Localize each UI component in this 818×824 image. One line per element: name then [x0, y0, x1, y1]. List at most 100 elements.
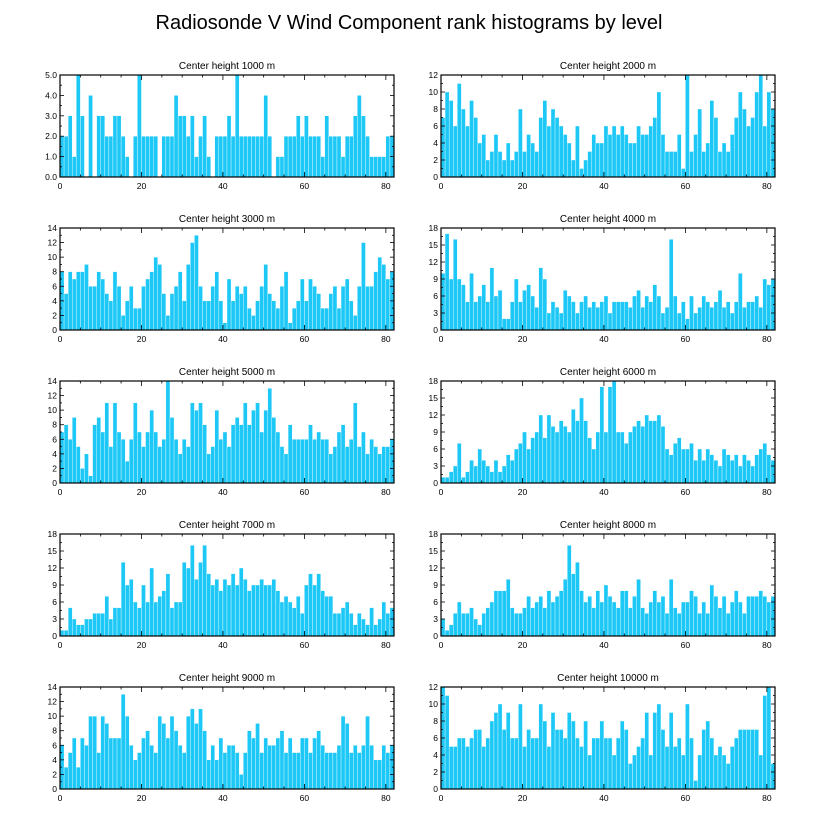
- histogram-bar: [149, 745, 154, 790]
- histogram-bar: [182, 752, 187, 790]
- histogram-bar: [636, 579, 641, 637]
- histogram-bar: [161, 590, 167, 637]
- histogram-bar: [385, 136, 391, 178]
- histogram-bar: [320, 590, 325, 637]
- chart-panel: Center height 4000 m 0 3 6 9 12 15 18 0 20 40 60 80: [429, 214, 776, 344]
- histogram-bar: [505, 318, 511, 331]
- histogram-bar: [734, 117, 739, 178]
- histogram-bar: [689, 295, 694, 331]
- chart-panel: Center height 8000 m 0 3 6 9 12 15 18 0 20 40 60 80: [429, 520, 776, 650]
- chart-panel: Center height 6000 m 0 3 6 9 12 15 18 0 20 40 60 80: [429, 367, 776, 497]
- histogram-bar: [518, 613, 523, 637]
- x-tick-label: 40: [599, 181, 609, 191]
- histogram-bar: [758, 307, 763, 331]
- histogram-bar: [750, 596, 755, 637]
- x-tick-label: 20: [518, 640, 528, 650]
- histogram-bar: [611, 125, 617, 178]
- histogram-bar: [328, 752, 334, 790]
- histogram-bar: [465, 301, 470, 331]
- histogram-bar: [340, 156, 346, 178]
- histogram-bar: [489, 720, 495, 790]
- histogram-bar: [603, 737, 609, 790]
- histogram-bar: [453, 465, 458, 484]
- histogram-bar: [234, 286, 240, 331]
- histogram-bar: [100, 613, 105, 637]
- chart-panel: Center height 5000 m 0 2 4 6 8 10 12 14 0 20 40 60 80: [48, 367, 395, 497]
- histogram-bar: [591, 607, 596, 637]
- histogram-bar: [186, 264, 191, 331]
- histogram-bar: [76, 74, 81, 178]
- histogram-bar: [660, 312, 666, 331]
- histogram-bar: [190, 115, 195, 178]
- histogram-bar: [685, 601, 690, 637]
- histogram-bar: [194, 235, 199, 331]
- histogram-bar: [259, 752, 264, 790]
- histogram-bar: [316, 293, 321, 331]
- x-tick-label: 60: [300, 793, 310, 803]
- histogram-bar: [758, 754, 763, 790]
- histogram-bar: [738, 91, 743, 178]
- histogram-bar: [291, 307, 297, 331]
- histogram-bar: [717, 290, 723, 331]
- histogram-bar: [218, 590, 224, 637]
- histogram-bar: [328, 293, 334, 331]
- histogram-bar: [481, 284, 486, 331]
- histogram-bar: [365, 286, 370, 331]
- x-tick-label: 20: [137, 793, 147, 803]
- histogram-bar: [291, 136, 297, 178]
- y-tick-label: 15: [48, 546, 58, 556]
- histogram-bar: [481, 746, 486, 790]
- histogram-bar: [161, 136, 167, 178]
- histogram-bar: [275, 590, 281, 637]
- x-tick-label: 40: [599, 334, 609, 344]
- x-tick-label: 80: [762, 181, 772, 191]
- histogram-bar: [283, 752, 289, 790]
- histogram-bar: [153, 752, 158, 790]
- histogram-bar: [750, 117, 755, 178]
- histogram-bar: [607, 737, 613, 790]
- x-tick-label: 20: [137, 640, 147, 650]
- histogram-bar: [259, 286, 264, 331]
- histogram-bar: [283, 136, 289, 178]
- y-tick-label: 9: [433, 274, 438, 284]
- histogram-bar: [324, 307, 330, 331]
- histogram-bar: [542, 100, 548, 178]
- histogram-bar: [153, 431, 158, 484]
- histogram-bar: [304, 584, 309, 637]
- histogram-bar: [218, 439, 224, 484]
- histogram-bar: [230, 745, 236, 790]
- histogram-bar: [526, 448, 531, 484]
- histogram-bar: [701, 729, 706, 790]
- y-tick-label: 12: [48, 238, 58, 248]
- x-tick-label: 20: [137, 334, 147, 344]
- histogram-bar: [461, 477, 466, 484]
- y-tick-label: 12: [429, 410, 439, 420]
- histogram-bar: [112, 115, 118, 178]
- histogram-bar: [522, 607, 527, 637]
- histogram-bar: [701, 460, 706, 484]
- histogram-bar: [440, 477, 446, 484]
- histogram-bar: [571, 409, 576, 484]
- histogram-bar: [63, 424, 69, 484]
- histogram-bar: [575, 420, 580, 484]
- histogram-bar: [652, 590, 658, 637]
- histogram-bar: [214, 409, 220, 484]
- histogram-bar: [730, 460, 735, 484]
- histogram-bar: [190, 242, 195, 331]
- histogram-bar: [603, 431, 609, 484]
- histogram-bar: [214, 579, 220, 637]
- histogram-bar: [648, 601, 653, 637]
- histogram-bar: [505, 712, 511, 790]
- histogram-bar: [267, 293, 272, 331]
- histogram-bar: [324, 752, 330, 790]
- histogram-bar: [620, 720, 625, 790]
- y-tick-label: 6: [433, 597, 438, 607]
- histogram-bar: [120, 315, 126, 331]
- histogram-bar: [312, 136, 317, 178]
- histogram-bar: [636, 125, 641, 178]
- histogram-bar: [554, 307, 560, 331]
- histogram-bar: [133, 601, 138, 637]
- histogram-bar: [157, 264, 163, 331]
- histogram-bar: [725, 301, 731, 331]
- histogram-bar: [457, 443, 462, 484]
